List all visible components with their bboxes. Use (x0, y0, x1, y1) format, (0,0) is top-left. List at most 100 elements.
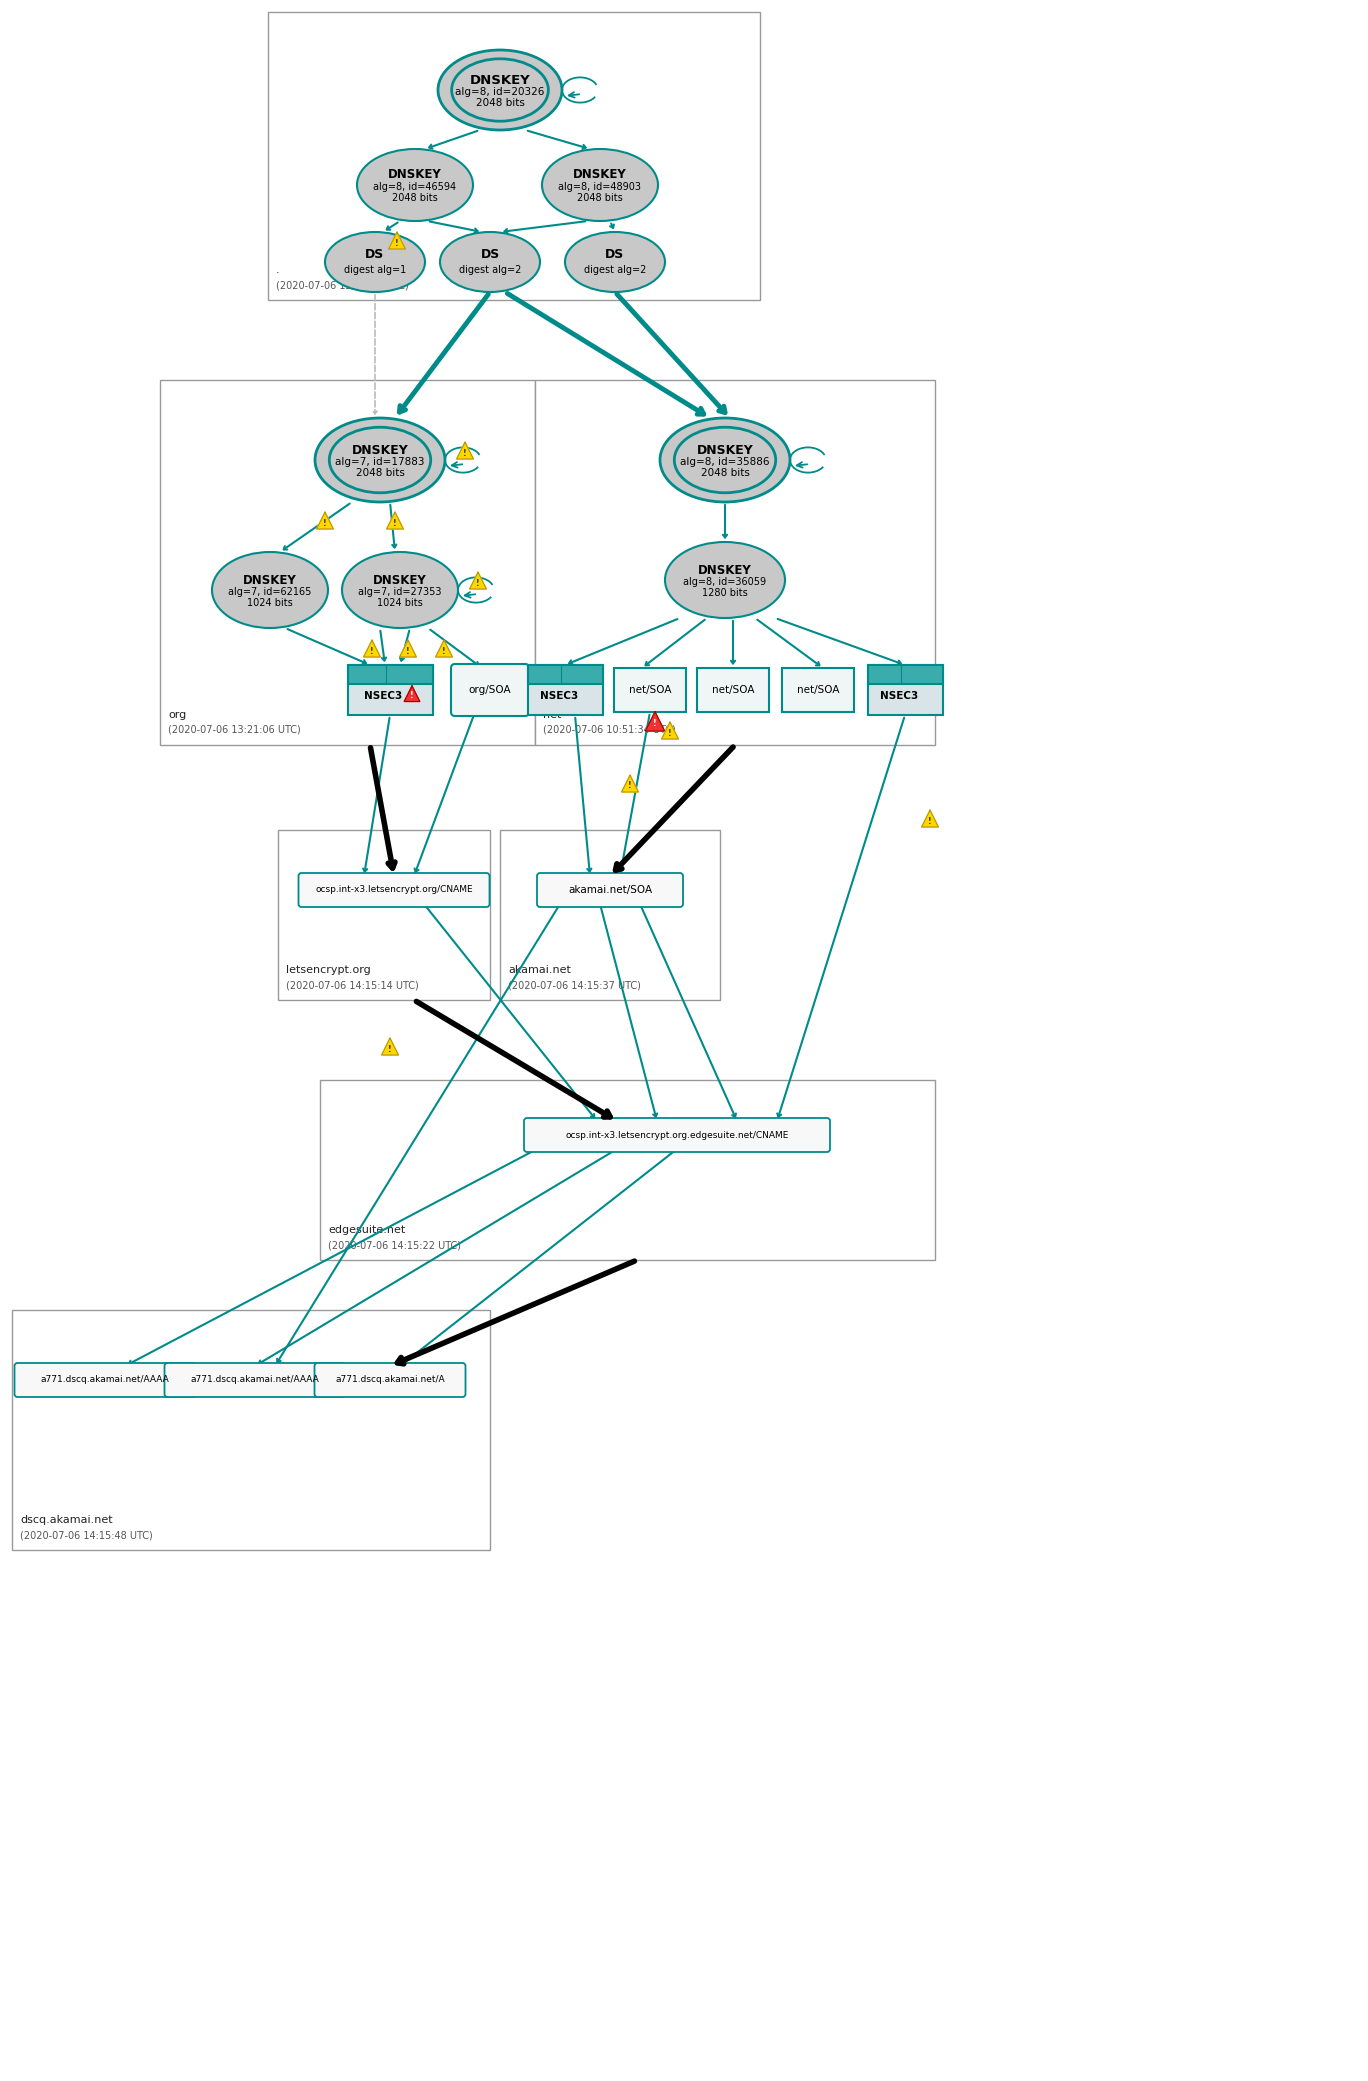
Text: org/SOA: org/SOA (469, 685, 512, 695)
Text: DS: DS (606, 248, 625, 262)
FancyBboxPatch shape (528, 666, 602, 716)
Text: net/SOA: net/SOA (711, 685, 754, 695)
Polygon shape (435, 641, 453, 658)
Text: (2020-07-06 12:30:34 UTC): (2020-07-06 12:30:34 UTC) (276, 281, 409, 289)
Ellipse shape (357, 150, 473, 221)
Text: 2048 bits: 2048 bits (577, 194, 622, 204)
Text: !: ! (395, 239, 399, 248)
FancyBboxPatch shape (347, 666, 432, 716)
Text: DS: DS (365, 248, 384, 262)
Text: 2048 bits: 2048 bits (393, 194, 438, 204)
Ellipse shape (542, 150, 658, 221)
FancyBboxPatch shape (538, 874, 683, 907)
Text: akamai.net/SOA: akamai.net/SOA (568, 884, 653, 895)
FancyBboxPatch shape (298, 874, 490, 907)
Text: digest alg=1: digest alg=1 (343, 264, 406, 275)
Text: !: ! (464, 449, 466, 458)
Text: alg=8, id=46594: alg=8, id=46594 (373, 181, 457, 191)
Text: letsencrypt.org: letsencrypt.org (286, 966, 371, 976)
Ellipse shape (342, 551, 458, 628)
Text: digest alg=2: digest alg=2 (458, 264, 521, 275)
Text: !: ! (406, 647, 410, 656)
Text: DNSKEY: DNSKEY (696, 443, 754, 456)
Text: (2020-07-06 14:15:37 UTC): (2020-07-06 14:15:37 UTC) (508, 980, 640, 991)
Text: NSEC3: NSEC3 (880, 691, 918, 701)
Text: net/SOA: net/SOA (796, 685, 839, 695)
Ellipse shape (315, 418, 445, 502)
Text: alg=7, id=27353: alg=7, id=27353 (358, 587, 442, 597)
FancyBboxPatch shape (499, 830, 720, 1001)
Polygon shape (316, 512, 334, 529)
Text: !: ! (442, 647, 446, 656)
FancyBboxPatch shape (347, 666, 432, 685)
Text: 1024 bits: 1024 bits (248, 597, 293, 608)
Text: org: org (168, 710, 186, 720)
Text: DNSKEY: DNSKEY (373, 574, 427, 587)
Ellipse shape (326, 231, 425, 291)
Text: (2020-07-06 14:15:14 UTC): (2020-07-06 14:15:14 UTC) (286, 980, 419, 991)
Text: a771.dscq.akamai.net/AAAA: a771.dscq.akamai.net/AAAA (190, 1376, 319, 1384)
Text: NSEC3: NSEC3 (540, 691, 579, 701)
FancyBboxPatch shape (524, 1117, 830, 1153)
Text: (2020-07-06 14:15:48 UTC): (2020-07-06 14:15:48 UTC) (21, 1530, 153, 1540)
Text: DNSKEY: DNSKEY (244, 574, 297, 587)
Text: alg=8, id=20326: alg=8, id=20326 (456, 87, 544, 98)
Ellipse shape (674, 427, 776, 493)
Text: !: ! (393, 518, 397, 526)
Text: (2020-07-06 13:21:06 UTC): (2020-07-06 13:21:06 UTC) (168, 724, 301, 735)
Ellipse shape (665, 541, 785, 618)
Text: !: ! (928, 816, 932, 826)
Text: (2020-07-06 10:51:34 UTC): (2020-07-06 10:51:34 UTC) (543, 724, 676, 735)
Text: a771.dscq.akamai.net/AAAA: a771.dscq.akamai.net/AAAA (41, 1376, 170, 1384)
Text: net: net (543, 710, 561, 720)
Text: alg=8, id=35886: alg=8, id=35886 (680, 458, 770, 466)
FancyBboxPatch shape (451, 664, 529, 716)
Text: 1280 bits: 1280 bits (702, 589, 748, 597)
Text: DNSKEY: DNSKEY (352, 443, 409, 456)
Text: .: . (276, 264, 279, 275)
Text: akamai.net: akamai.net (508, 966, 570, 976)
FancyBboxPatch shape (315, 1363, 465, 1396)
Text: (2020-07-06 14:15:22 UTC): (2020-07-06 14:15:22 UTC) (328, 1240, 461, 1251)
Polygon shape (382, 1038, 398, 1055)
Polygon shape (457, 441, 473, 460)
Ellipse shape (659, 418, 789, 502)
FancyBboxPatch shape (320, 1080, 934, 1259)
FancyBboxPatch shape (867, 666, 943, 685)
Text: net/SOA: net/SOA (629, 685, 672, 695)
FancyBboxPatch shape (160, 381, 535, 745)
Polygon shape (399, 641, 416, 658)
Ellipse shape (440, 231, 540, 291)
Text: ocsp.int-x3.letsencrypt.org/CNAME: ocsp.int-x3.letsencrypt.org/CNAME (315, 887, 473, 895)
FancyBboxPatch shape (867, 666, 943, 716)
Text: !: ! (410, 691, 413, 701)
Text: !: ! (668, 728, 672, 737)
Text: !: ! (323, 518, 327, 526)
Text: !: ! (653, 720, 657, 728)
Text: ocsp.int-x3.letsencrypt.org.edgesuite.net/CNAME: ocsp.int-x3.letsencrypt.org.edgesuite.ne… (565, 1130, 789, 1140)
Polygon shape (469, 572, 487, 589)
Text: 2048 bits: 2048 bits (700, 468, 750, 479)
Text: DNSKEY: DNSKEY (469, 73, 531, 87)
Text: alg=7, id=62165: alg=7, id=62165 (228, 587, 312, 597)
Polygon shape (387, 512, 404, 529)
FancyBboxPatch shape (698, 668, 769, 712)
Ellipse shape (330, 427, 431, 493)
Text: alg=8, id=36059: alg=8, id=36059 (684, 576, 766, 587)
Text: digest alg=2: digest alg=2 (584, 264, 646, 275)
Ellipse shape (451, 58, 549, 121)
Text: a771.dscq.akamai.net/A: a771.dscq.akamai.net/A (335, 1376, 445, 1384)
Text: edgesuite.net: edgesuite.net (328, 1226, 405, 1234)
Text: alg=7, id=17883: alg=7, id=17883 (335, 458, 424, 466)
Text: 2048 bits: 2048 bits (356, 468, 405, 479)
Ellipse shape (565, 231, 665, 291)
Polygon shape (404, 687, 420, 701)
Text: !: ! (389, 1045, 391, 1053)
FancyBboxPatch shape (15, 1363, 196, 1396)
Ellipse shape (438, 50, 562, 129)
Polygon shape (364, 641, 380, 658)
Text: alg=8, id=48903: alg=8, id=48903 (558, 181, 642, 191)
FancyBboxPatch shape (614, 668, 685, 712)
Text: DS: DS (480, 248, 499, 262)
Text: 2048 bits: 2048 bits (476, 98, 524, 108)
